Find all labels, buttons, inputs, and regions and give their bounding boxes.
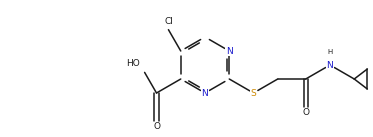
Text: N: N	[226, 46, 233, 55]
Text: O: O	[302, 108, 309, 117]
Text: HO: HO	[126, 59, 140, 68]
Text: H: H	[327, 49, 333, 55]
Text: Cl: Cl	[164, 17, 173, 26]
Text: N: N	[327, 61, 333, 69]
Text: O: O	[153, 122, 160, 131]
Text: S: S	[251, 89, 256, 98]
Text: N: N	[202, 89, 209, 98]
